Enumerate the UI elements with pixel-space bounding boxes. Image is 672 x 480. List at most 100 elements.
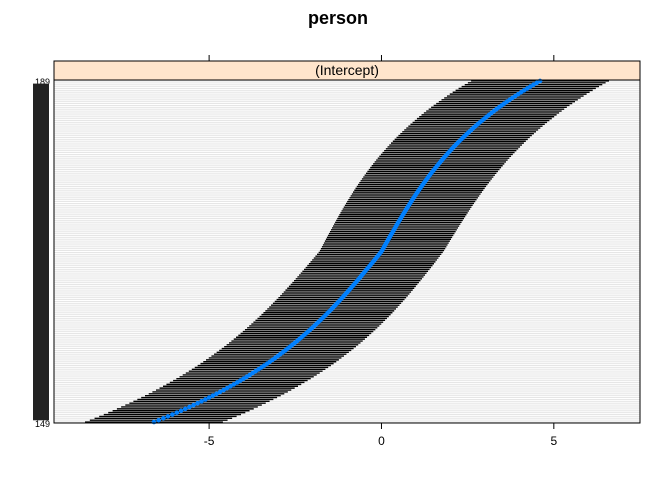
y-tick-label-overlap xyxy=(33,354,49,360)
y-tick-label-overlap xyxy=(33,317,49,323)
y-tick-label-overlap xyxy=(33,351,49,357)
estimate-point xyxy=(224,385,230,391)
y-tick-label-overlap xyxy=(33,238,49,244)
y-tick-label-overlap xyxy=(33,290,49,296)
y-tick-label-overlap xyxy=(33,151,49,157)
y-tick-label-overlap xyxy=(33,302,49,308)
y-tick-label-overlap xyxy=(33,181,49,187)
y-tick-label-overlap xyxy=(33,140,49,146)
y-tick-label-overlap xyxy=(33,121,49,127)
y-tick-label-overlap xyxy=(33,207,49,213)
y-tick-label-overlap xyxy=(33,162,49,168)
y-tick-label-overlap xyxy=(33,366,49,372)
y-tick-label-overlap xyxy=(33,377,49,383)
estimate-point xyxy=(221,387,226,393)
y-tick-label-overlap xyxy=(33,339,49,345)
y-tick-label-overlap xyxy=(33,219,49,225)
estimate-point xyxy=(161,415,166,421)
y-tick-label-overlap xyxy=(33,321,49,327)
y-tick-label-overlap xyxy=(33,272,49,278)
x-tick-label: 0 xyxy=(378,434,385,448)
estimate-point xyxy=(156,417,161,423)
y-tick-label-overlap xyxy=(33,223,49,229)
y-tick-label-overlap xyxy=(33,91,49,97)
y-tick-label-overlap xyxy=(33,249,49,255)
y-tick-label-overlap xyxy=(33,396,49,402)
y-tick-label-overlap xyxy=(33,170,49,176)
estimate-point xyxy=(228,383,233,389)
y-tick-label-overlap xyxy=(33,147,49,153)
y-tick-label-overlap xyxy=(33,260,49,266)
y-tick-label-overlap xyxy=(33,347,49,353)
estimate-point xyxy=(537,78,543,84)
y-tick-label-overlap xyxy=(33,128,49,134)
estimate-point xyxy=(165,414,171,419)
y-tick-label-overlap xyxy=(33,98,49,104)
y-tick-label-overlap xyxy=(33,415,49,421)
y-tick-label-overlap xyxy=(33,245,49,251)
y-tick-label-overlap xyxy=(33,381,49,387)
estimate-point xyxy=(199,399,204,404)
y-tick-label-overlap xyxy=(33,256,49,262)
y-tick-label-overlap xyxy=(33,241,49,247)
estimate-point xyxy=(191,402,196,408)
estimate-point xyxy=(214,391,219,397)
y-tick-label-overlap xyxy=(33,305,49,311)
y-tick-label-overlap xyxy=(33,189,49,195)
estimate-point xyxy=(206,395,212,400)
y-tick-label: 149 xyxy=(35,419,50,429)
estimate-point xyxy=(174,410,180,415)
y-tick-label-overlap xyxy=(33,109,49,115)
y-tick-label-overlap xyxy=(33,102,49,108)
y-tick-label-overlap xyxy=(33,264,49,270)
bottom-axis: -5 0 5 xyxy=(204,423,557,448)
estimate-point xyxy=(187,404,192,410)
y-tick-label-overlap xyxy=(33,358,49,364)
estimate-point xyxy=(210,393,216,398)
y-tick-label-overlap xyxy=(33,287,49,293)
y-tick-label-overlap xyxy=(33,155,49,161)
y-tick-label-overlap xyxy=(33,268,49,274)
estimate-point xyxy=(151,419,157,425)
y-tick-label-overlap xyxy=(33,136,49,142)
top-axis-ticks xyxy=(208,55,555,61)
y-tick-label-overlap xyxy=(33,192,49,198)
y-tick-label-overlap xyxy=(33,196,49,202)
y-tick-label-overlap xyxy=(33,87,49,93)
y-tick-label-overlap xyxy=(33,158,49,164)
gridlines xyxy=(54,80,640,423)
y-tick-label-overlap xyxy=(33,362,49,368)
y-tick-label-overlap xyxy=(33,407,49,413)
estimate-point xyxy=(195,400,200,406)
y-tick-label-overlap xyxy=(33,370,49,376)
y-tick-label-overlap xyxy=(33,373,49,379)
y-tick-label-overlap xyxy=(33,403,49,409)
estimate-point xyxy=(170,412,175,417)
y-tick-label-overlap xyxy=(33,230,49,236)
estimate-points xyxy=(151,78,543,425)
y-tick-label-overlap xyxy=(33,313,49,319)
y-tick-label-overlap xyxy=(33,185,49,191)
y-tick-labels: 189 149 xyxy=(33,77,50,429)
y-tick-label-overlap xyxy=(33,283,49,289)
y-tick-label-overlap xyxy=(33,253,49,259)
y-tick-label-overlap xyxy=(33,294,49,300)
y-tick-label-overlap xyxy=(33,106,49,112)
y-tick-label-overlap xyxy=(33,279,49,285)
y-tick-label-overlap xyxy=(33,143,49,149)
y-tick-label-overlap xyxy=(33,215,49,221)
panel-strip-label: (Intercept) xyxy=(315,62,379,78)
y-tick-label-overlap xyxy=(33,174,49,180)
y-tick-label-overlap xyxy=(33,388,49,394)
y-tick-label-overlap xyxy=(33,83,49,89)
x-tick-label: 5 xyxy=(550,434,557,448)
y-tick-label-overlap xyxy=(33,332,49,338)
y-tick-label-overlap xyxy=(33,177,49,183)
y-tick-label: 189 xyxy=(35,77,50,87)
chart-title: person xyxy=(308,8,368,28)
y-tick-label-overlap xyxy=(33,117,49,123)
y-tick-label-overlap xyxy=(33,328,49,334)
y-tick-label-overlap xyxy=(33,226,49,232)
y-tick-label-overlap xyxy=(33,343,49,349)
